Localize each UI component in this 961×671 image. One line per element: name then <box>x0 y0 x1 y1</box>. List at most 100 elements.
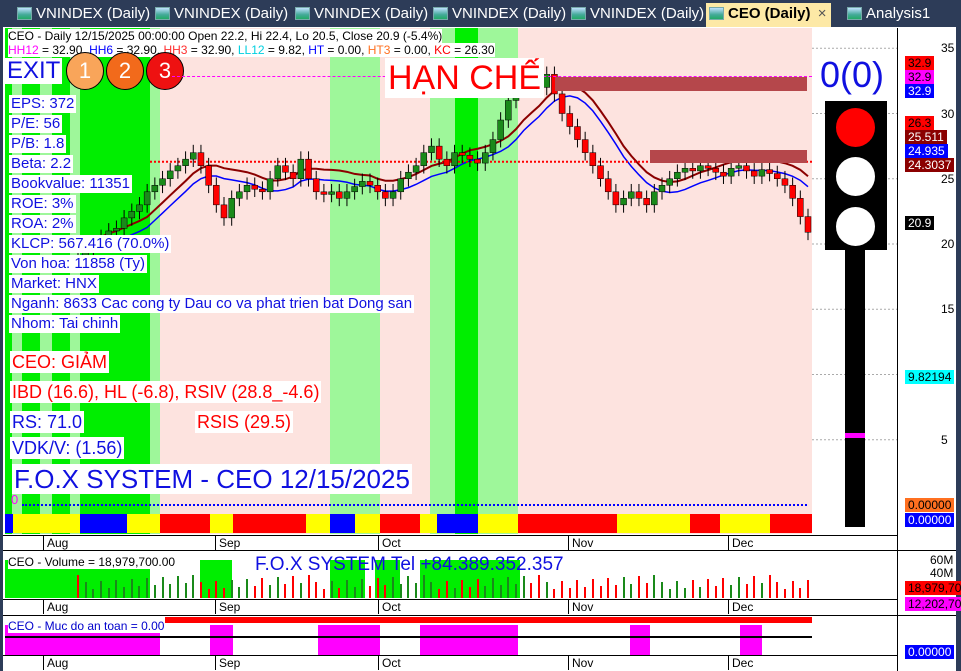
volume-bar <box>760 583 763 598</box>
candle-up <box>297 158 305 180</box>
volume-bar <box>491 578 494 598</box>
candle-down <box>766 169 773 174</box>
fundamental-item: Von hoa: 11858 (Ty) <box>9 255 147 273</box>
volume-bar <box>299 583 302 598</box>
tab-1[interactable]: VNINDEX (Daily) <box>152 3 288 27</box>
candle-up <box>758 169 766 177</box>
volume-bar <box>415 583 418 598</box>
candle-down <box>282 165 289 173</box>
month-label: Nov <box>568 536 593 550</box>
candle-down <box>374 185 381 193</box>
candle-down <box>774 173 781 179</box>
volume-bar <box>668 589 671 598</box>
candle-down <box>612 191 620 206</box>
candle-up <box>266 178 274 193</box>
volume-bar <box>169 584 172 598</box>
volume-bar <box>730 585 733 598</box>
candle-up <box>243 185 251 193</box>
candle-down <box>220 204 228 219</box>
volume-bar <box>737 577 740 598</box>
price-label: 32.9 <box>905 70 935 84</box>
candle-up <box>182 158 189 166</box>
candle-up <box>159 178 166 186</box>
volume-bar <box>84 582 87 598</box>
tab-0[interactable]: VNINDEX (Daily) <box>14 3 150 27</box>
price-label: 24.935 <box>905 144 948 158</box>
level-key: HH6 <box>89 43 114 57</box>
fundamental-item: P/B: 1.8 <box>9 135 67 153</box>
trend-strip-segment <box>233 514 306 533</box>
green-light-icon <box>836 207 875 246</box>
candle-up <box>674 171 681 180</box>
fundamental-item: EPS: 372 <box>9 95 77 113</box>
candle-down <box>305 158 312 180</box>
tab-2[interactable]: VNINDEX (Daily) <box>292 3 428 27</box>
volume-bar <box>353 587 356 598</box>
tab-label: VNINDEX (Daily) <box>36 5 151 22</box>
candle-down <box>320 191 328 195</box>
volume-bar <box>707 579 710 598</box>
volume-bar <box>799 588 802 598</box>
chart-icon <box>295 7 310 20</box>
tab-5[interactable]: CEO (Daily) × <box>706 3 831 27</box>
candle-up <box>351 186 358 193</box>
candle-up <box>735 165 743 169</box>
volume-bar <box>407 576 410 598</box>
volume-bar <box>77 575 79 598</box>
volume-bar <box>161 577 164 598</box>
candle-down <box>589 152 597 166</box>
candle-down <box>635 191 643 199</box>
chart-title: CEO - Daily 12/15/2025 00:00:00 Open 22.… <box>8 29 443 43</box>
candle-up <box>274 165 282 179</box>
chart-icon <box>709 7 724 20</box>
chart-icon <box>17 7 32 20</box>
candle-down <box>366 181 374 186</box>
trend-strip-segment <box>380 514 420 533</box>
band <box>430 28 455 534</box>
volume-bar <box>184 583 187 598</box>
band <box>518 28 812 534</box>
volume-bar <box>253 586 256 598</box>
volume-bar <box>430 582 433 598</box>
volume-bar <box>399 584 402 598</box>
candle-down <box>312 178 320 193</box>
volume-bar <box>438 589 441 598</box>
candle-down <box>712 168 720 173</box>
volume-bar <box>614 585 617 598</box>
volume-bar <box>269 585 272 598</box>
volume-bar <box>676 581 679 598</box>
candle-up <box>166 170 174 179</box>
volume-bar <box>522 576 525 598</box>
month-label: Dec <box>728 600 753 614</box>
tab-4[interactable]: VNINDEX (Daily) <box>568 3 704 27</box>
candle-down <box>205 165 212 186</box>
volume-bar <box>422 575 425 598</box>
volume-bar <box>315 582 318 598</box>
volume-bar <box>392 577 395 598</box>
volume-bar <box>376 578 379 598</box>
volume-bar <box>230 580 233 598</box>
candle-up <box>420 152 428 166</box>
tab-6[interactable]: Analysis1 <box>844 3 930 27</box>
candle-up <box>489 139 497 153</box>
vol-tick-60m: 60M <box>930 553 954 567</box>
resistance-zone <box>555 77 807 91</box>
footer-title: F.O.X SYSTEM - CEO 12/15/2025 <box>12 464 412 494</box>
candle-up <box>658 185 666 193</box>
candle-down <box>474 158 481 164</box>
tab-3[interactable]: VNINDEX (Daily) <box>430 3 566 27</box>
volume-bar <box>791 581 794 598</box>
level-key: HH12 <box>8 43 39 57</box>
candle-down <box>743 165 750 172</box>
band <box>160 28 330 534</box>
volume-bar <box>499 585 502 598</box>
volume-bar <box>745 584 748 598</box>
volume-bar <box>568 588 571 598</box>
fundamental-item: Beta: 2.2 <box>9 155 74 173</box>
close-icon[interactable]: × <box>817 5 827 22</box>
chart-icon <box>433 7 448 20</box>
candle-up <box>136 204 143 212</box>
level-value: = 0.00, <box>324 43 368 57</box>
candle-down <box>336 191 343 199</box>
